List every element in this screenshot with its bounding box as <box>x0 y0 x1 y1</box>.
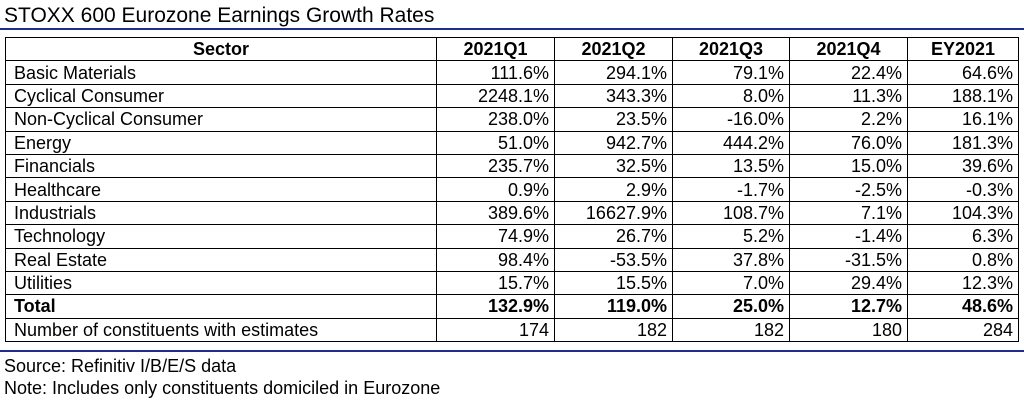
sector-cell: Real Estate <box>5 247 437 272</box>
value-cell: -0.3% <box>907 177 1019 202</box>
column-header-ey2021: EY2021 <box>907 36 1019 62</box>
column-header-2021q1: 2021Q1 <box>436 36 555 62</box>
sector-cell: Technology <box>5 224 437 249</box>
column-header-2021q2: 2021Q2 <box>554 36 673 62</box>
table-header-row: Sector 2021Q1 2021Q2 2021Q3 2021Q4 EY202… <box>5 36 1019 62</box>
sector-cell: Non-Cyclical Consumer <box>5 107 437 132</box>
sector-cell: Cyclical Consumer <box>5 83 437 109</box>
value-cell: 29.4% <box>789 270 908 296</box>
earnings-growth-table: Sector 2021Q1 2021Q2 2021Q3 2021Q4 EY202… <box>5 36 1019 343</box>
value-cell: 444.2% <box>672 130 790 155</box>
value-cell: 11.3% <box>789 83 908 109</box>
value-cell: 15.7% <box>436 270 555 296</box>
count-cell: 182 <box>672 317 790 343</box>
value-cell: 6.3% <box>907 224 1019 249</box>
table-row: Financials 235.7% 32.5% 13.5% 15.0% 39.6… <box>5 153 1019 179</box>
value-cell: 32.5% <box>554 153 673 179</box>
page-title: STOXX 600 Eurozone Earnings Growth Rates <box>4 4 435 27</box>
value-cell: 64.6% <box>907 60 1019 85</box>
value-cell: 37.8% <box>672 247 790 272</box>
table-row: Real Estate 98.4% -53.5% 37.8% -31.5% 0.… <box>5 247 1019 272</box>
value-cell: -16.0% <box>672 107 790 132</box>
sector-cell: Industrials <box>5 200 437 226</box>
total-value-cell: 132.9% <box>436 294 555 319</box>
value-cell: 111.6% <box>436 60 555 85</box>
table-row: Cyclical Consumer 2248.1% 343.3% 8.0% 11… <box>5 83 1019 109</box>
value-cell: 22.4% <box>789 60 908 85</box>
value-cell: 16.1% <box>907 107 1019 132</box>
table-row: Industrials 389.6% 16627.9% 108.7% 7.1% … <box>5 200 1019 226</box>
table-row: Basic Materials 111.6% 294.1% 79.1% 22.4… <box>5 60 1019 85</box>
value-cell: 26.7% <box>554 224 673 249</box>
value-cell: 942.7% <box>554 130 673 155</box>
value-cell: 7.0% <box>672 270 790 296</box>
value-cell: -2.5% <box>789 177 908 202</box>
table-row: Non-Cyclical Consumer 238.0% 23.5% -16.0… <box>5 107 1019 132</box>
value-cell: 104.3% <box>907 200 1019 226</box>
value-cell: 74.9% <box>436 224 555 249</box>
value-cell: 23.5% <box>554 107 673 132</box>
value-cell: 8.0% <box>672 83 790 109</box>
value-cell: 181.3% <box>907 130 1019 155</box>
sector-cell: Healthcare <box>5 177 437 202</box>
value-cell: 389.6% <box>436 200 555 226</box>
footer-rule <box>0 350 1024 352</box>
value-cell: 5.2% <box>672 224 790 249</box>
value-cell: 13.5% <box>672 153 790 179</box>
value-cell: 2.9% <box>554 177 673 202</box>
column-header-2021q3: 2021Q3 <box>672 36 790 62</box>
source-note: Source: Refinitiv I/B/E/S data <box>4 356 237 376</box>
value-cell: 188.1% <box>907 83 1019 109</box>
count-cell: 174 <box>436 317 555 343</box>
value-cell: 16627.9% <box>554 200 673 226</box>
table-row: Utilities 15.7% 15.5% 7.0% 29.4% 12.3% <box>5 270 1019 296</box>
table-row-total: Total 132.9% 119.0% 25.0% 12.7% 48.6% <box>5 294 1019 319</box>
total-value-cell: 48.6% <box>907 294 1019 319</box>
count-cell: 284 <box>907 317 1019 343</box>
table-row: Healthcare 0.9% 2.9% -1.7% -2.5% -0.3% <box>5 177 1019 202</box>
total-value-cell: 12.7% <box>789 294 908 319</box>
value-cell: -1.4% <box>789 224 908 249</box>
value-cell: 15.0% <box>789 153 908 179</box>
total-value-cell: 25.0% <box>672 294 790 319</box>
value-cell: 15.5% <box>554 270 673 296</box>
value-cell: 2.2% <box>789 107 908 132</box>
count-cell: 182 <box>554 317 673 343</box>
column-header-2021q4: 2021Q4 <box>789 36 908 62</box>
sector-cell: Basic Materials <box>5 60 437 85</box>
value-cell: 2248.1% <box>436 83 555 109</box>
total-label-cell: Total <box>5 294 437 319</box>
value-cell: 0.9% <box>436 177 555 202</box>
sector-cell: Energy <box>5 130 437 155</box>
value-cell: 238.0% <box>436 107 555 132</box>
title-underline-rule <box>0 28 1024 30</box>
value-cell: 51.0% <box>436 130 555 155</box>
column-header-sector: Sector <box>5 36 437 62</box>
value-cell: 12.3% <box>907 270 1019 296</box>
total-value-cell: 119.0% <box>554 294 673 319</box>
value-cell: 98.4% <box>436 247 555 272</box>
value-cell: 7.1% <box>789 200 908 226</box>
value-cell: -1.7% <box>672 177 790 202</box>
value-cell: 108.7% <box>672 200 790 226</box>
value-cell: 235.7% <box>436 153 555 179</box>
value-cell: 79.1% <box>672 60 790 85</box>
count-cell: 180 <box>789 317 908 343</box>
value-cell: 76.0% <box>789 130 908 155</box>
sector-cell: Financials <box>5 153 437 179</box>
table-row: Energy 51.0% 942.7% 444.2% 76.0% 181.3% <box>5 130 1019 155</box>
value-cell: -53.5% <box>554 247 673 272</box>
table-row: Technology 74.9% 26.7% 5.2% -1.4% 6.3% <box>5 224 1019 249</box>
value-cell: 343.3% <box>554 83 673 109</box>
value-cell: -31.5% <box>789 247 908 272</box>
footnote: Note: Includes only constituents domicil… <box>4 378 441 398</box>
value-cell: 294.1% <box>554 60 673 85</box>
value-cell: 39.6% <box>907 153 1019 179</box>
value-cell: 0.8% <box>907 247 1019 272</box>
sector-cell: Utilities <box>5 270 437 296</box>
constituents-label-cell: Number of constituents with estimates <box>5 317 437 343</box>
table-row-constituents: Number of constituents with estimates 17… <box>5 317 1019 343</box>
